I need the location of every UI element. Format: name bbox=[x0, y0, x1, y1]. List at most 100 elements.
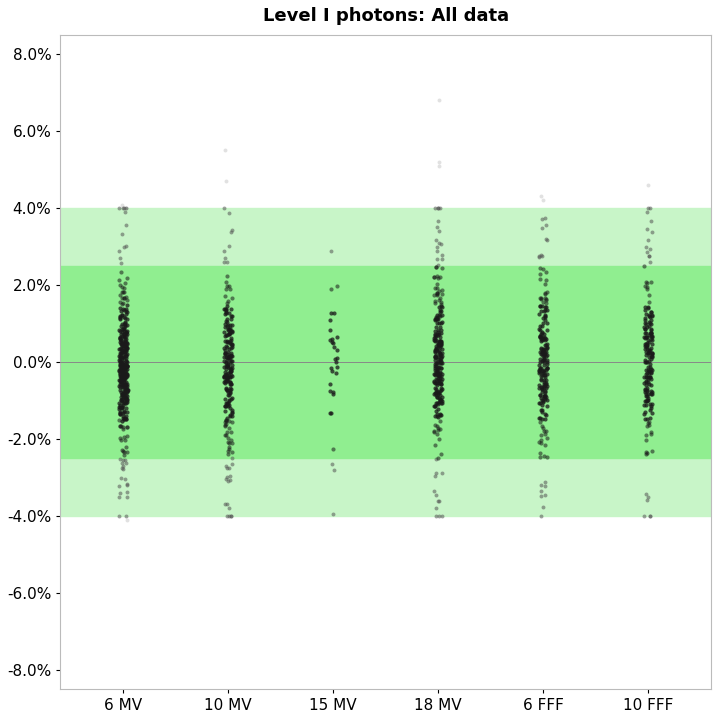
Point bbox=[118, 361, 130, 373]
Point bbox=[646, 338, 658, 349]
Point bbox=[432, 388, 443, 400]
Point bbox=[116, 370, 127, 382]
Point bbox=[325, 245, 337, 256]
Point bbox=[121, 272, 133, 284]
Point bbox=[221, 375, 233, 387]
Point bbox=[541, 343, 553, 354]
Point bbox=[642, 376, 653, 387]
Point bbox=[541, 391, 552, 402]
Point bbox=[121, 344, 132, 356]
Point bbox=[436, 351, 447, 363]
Point bbox=[540, 387, 551, 398]
Point bbox=[121, 336, 132, 348]
Point bbox=[113, 401, 125, 413]
Point bbox=[435, 328, 447, 339]
Point bbox=[640, 338, 651, 349]
Point bbox=[434, 392, 445, 403]
Point bbox=[116, 199, 128, 211]
Point bbox=[643, 371, 655, 382]
Point bbox=[226, 362, 238, 374]
Point bbox=[223, 319, 234, 330]
Point bbox=[640, 356, 651, 368]
Point bbox=[436, 467, 447, 479]
Point bbox=[117, 401, 129, 413]
Point bbox=[642, 367, 653, 379]
Point bbox=[431, 503, 442, 514]
Point bbox=[116, 338, 128, 349]
Point bbox=[534, 320, 546, 332]
Point bbox=[645, 385, 656, 397]
Point bbox=[224, 307, 236, 319]
Point bbox=[534, 346, 546, 358]
Point bbox=[432, 278, 443, 289]
Point bbox=[642, 179, 653, 191]
Point bbox=[116, 351, 127, 363]
Point bbox=[434, 348, 445, 360]
Point bbox=[541, 451, 553, 463]
Point bbox=[643, 345, 654, 356]
Point bbox=[643, 346, 654, 357]
Point bbox=[116, 374, 128, 386]
Point bbox=[222, 371, 233, 382]
Point bbox=[640, 312, 651, 324]
Point bbox=[114, 433, 126, 444]
Point bbox=[224, 320, 236, 331]
Point bbox=[432, 364, 443, 376]
Point bbox=[541, 364, 552, 376]
Point bbox=[541, 318, 552, 329]
Point bbox=[116, 402, 127, 413]
Point bbox=[643, 309, 655, 320]
Point bbox=[432, 410, 443, 422]
Point bbox=[222, 336, 233, 347]
Point bbox=[535, 362, 546, 374]
Point bbox=[115, 343, 126, 355]
Point bbox=[225, 362, 236, 374]
Point bbox=[432, 356, 444, 367]
Point bbox=[433, 364, 444, 375]
Point bbox=[641, 341, 653, 352]
Point bbox=[224, 376, 236, 387]
Point bbox=[539, 490, 551, 501]
Point bbox=[118, 446, 130, 458]
Point bbox=[121, 338, 133, 350]
Point bbox=[113, 343, 125, 355]
Point bbox=[326, 363, 337, 374]
Point bbox=[640, 331, 652, 343]
Point bbox=[119, 316, 131, 328]
Point bbox=[219, 417, 230, 428]
Point bbox=[227, 404, 238, 415]
Point bbox=[117, 378, 129, 390]
Point bbox=[121, 349, 132, 361]
Point bbox=[645, 366, 657, 377]
Point bbox=[535, 333, 546, 345]
Point bbox=[225, 349, 237, 361]
Point bbox=[222, 475, 233, 487]
Point bbox=[534, 331, 546, 343]
Point bbox=[642, 448, 653, 459]
Point bbox=[219, 499, 230, 510]
Point bbox=[115, 312, 126, 323]
Point bbox=[541, 325, 553, 336]
Point bbox=[115, 382, 126, 393]
Point bbox=[431, 377, 442, 389]
Point bbox=[116, 390, 128, 401]
Point bbox=[121, 431, 132, 442]
Point bbox=[222, 316, 233, 328]
Point bbox=[220, 363, 231, 374]
Point bbox=[434, 237, 445, 248]
Point bbox=[118, 312, 130, 323]
Point bbox=[115, 434, 126, 446]
Point bbox=[325, 378, 336, 390]
Point bbox=[121, 441, 132, 453]
Point bbox=[431, 368, 442, 379]
Point bbox=[220, 400, 231, 412]
Point bbox=[538, 343, 549, 355]
Point bbox=[221, 426, 233, 438]
Point bbox=[432, 310, 443, 321]
Point bbox=[119, 372, 131, 384]
Point bbox=[538, 348, 550, 360]
Point bbox=[639, 354, 651, 365]
Point bbox=[535, 191, 546, 202]
Point bbox=[121, 334, 132, 346]
Point bbox=[644, 371, 656, 382]
